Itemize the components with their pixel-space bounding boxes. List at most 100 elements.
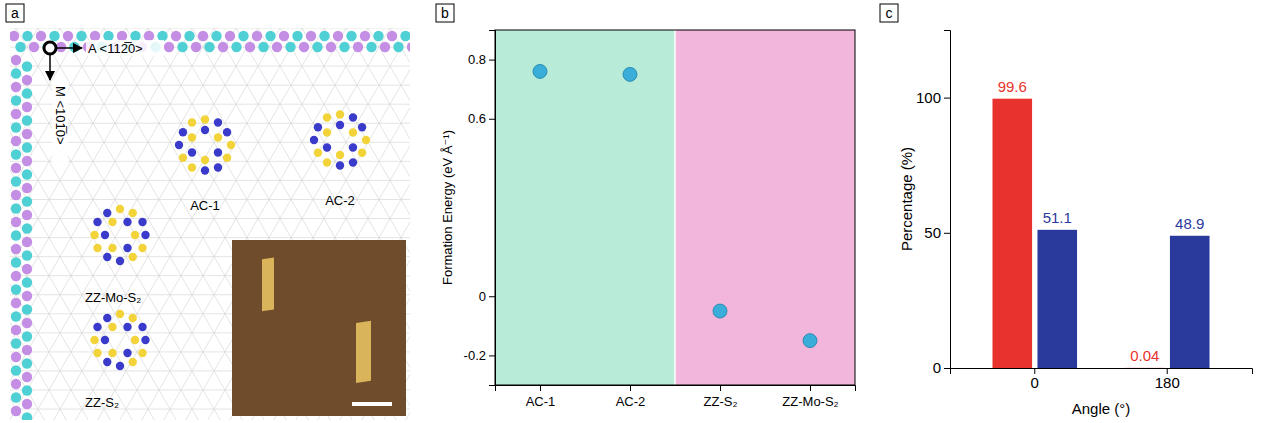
substrate-atom <box>346 31 356 41</box>
point <box>533 64 547 78</box>
direction-label: M <101̅0> <box>53 86 68 145</box>
flake-atom <box>336 121 344 129</box>
label-patch <box>86 40 164 56</box>
flake-atom <box>93 218 101 226</box>
substrate-atom <box>245 42 255 52</box>
flake-atom <box>90 336 98 344</box>
x-axis-title: Angle (°) <box>1072 400 1131 417</box>
y-axis-title: Percentage (%) <box>898 147 915 251</box>
substrate-atom <box>103 31 113 41</box>
flake-atom <box>223 154 231 162</box>
flake-atom <box>201 126 209 134</box>
substrate-atom <box>11 176 21 186</box>
data-label: 48.9 <box>1175 215 1204 232</box>
lattice-line <box>208 28 410 420</box>
tick-label: -0.2 <box>464 348 486 363</box>
substrate-atom <box>76 31 86 41</box>
substrate-atom <box>279 31 289 41</box>
flake-atom <box>314 149 322 157</box>
lattice-line <box>10 28 214 420</box>
lattice-line <box>10 28 154 420</box>
substrate-atom <box>11 68 21 78</box>
flake-atom <box>141 231 149 239</box>
flake-atom <box>123 244 131 252</box>
substrate-atom <box>22 183 32 193</box>
substrate-atom <box>252 31 262 41</box>
substrate-atom <box>258 42 268 52</box>
substrate-atom <box>366 42 376 52</box>
afm-image <box>232 240 406 416</box>
axis-line <box>944 31 951 369</box>
tick-label: 0 <box>933 359 941 376</box>
tick: AC-1 <box>526 385 556 409</box>
structure-label: AC-1 <box>190 198 220 213</box>
tick-mark <box>944 233 950 234</box>
substrate-atom <box>292 31 302 41</box>
afm-flake <box>262 257 274 311</box>
lattice-line <box>32 28 258 420</box>
lattice-line <box>406 28 410 420</box>
lattice-line <box>10 28 236 420</box>
flake-atom <box>188 118 196 126</box>
flake-atom <box>188 133 196 141</box>
tick: ZZ-S₂ <box>704 385 738 409</box>
lattice-line <box>10 104 410 105</box>
substrate-atom <box>22 129 32 139</box>
flake-atom <box>314 123 322 131</box>
substrate-atom <box>11 379 21 389</box>
flake-atom <box>131 336 139 344</box>
substrate-atom <box>11 298 21 308</box>
flake-atom <box>103 358 111 366</box>
substrate-atom <box>11 325 21 335</box>
flake-atom <box>103 314 111 322</box>
flake-atom <box>179 154 187 162</box>
substrate-atom <box>22 115 32 125</box>
panel-letter-box: b <box>436 4 454 22</box>
substrate-atom <box>22 277 32 287</box>
substrate-atom <box>11 149 21 159</box>
substrate-atom <box>22 142 32 152</box>
flake-atom <box>101 231 109 239</box>
group-divider <box>674 30 676 385</box>
tick: ZZ-Mo-S₂ <box>782 385 838 409</box>
substrate-atom <box>22 331 32 341</box>
tick-label: ZZ-Mo-S₂ <box>782 394 838 409</box>
substrate-atom <box>312 42 322 52</box>
lattice-line <box>10 28 82 420</box>
substrate-atom <box>49 31 59 41</box>
tick-label: ZZ-S₂ <box>704 394 738 409</box>
substrate-atom <box>11 122 21 132</box>
origin <box>44 42 56 54</box>
flake-atom <box>123 349 131 357</box>
tick: 0 <box>933 359 950 376</box>
substrate-atom <box>353 42 363 52</box>
flake-atom <box>349 128 357 136</box>
panel-letter-box: c <box>880 4 898 22</box>
substrate-atom <box>360 31 370 41</box>
flake-atom <box>131 231 139 239</box>
data-label: 99.6 <box>998 78 1027 95</box>
substrate-atom <box>22 237 32 247</box>
arrow <box>57 47 82 49</box>
panel-c: 99.60.0451.148.90501000180Angle (°)Perce… <box>898 31 1253 418</box>
y-axis: 050100 <box>916 31 951 377</box>
flake <box>90 310 149 370</box>
substrate-atom <box>164 42 174 52</box>
lattice-line <box>10 218 410 219</box>
structure-label: AC-2 <box>325 193 355 208</box>
substrate-atom <box>22 304 32 314</box>
flake-atom <box>223 128 231 136</box>
flake-atom <box>129 253 137 261</box>
substrate-atom <box>22 412 32 420</box>
substrate-atom <box>407 42 410 52</box>
tick-mark <box>489 119 495 120</box>
panel-letter: b <box>441 5 449 21</box>
group-shade <box>495 30 675 385</box>
substrate-atom <box>11 109 21 119</box>
flake-atom <box>93 244 101 252</box>
substrate-atom <box>22 156 32 166</box>
substrate-atom <box>117 31 127 41</box>
lattice-line <box>10 28 198 420</box>
substrate-atom <box>22 75 32 85</box>
substrate-atom <box>11 55 21 65</box>
